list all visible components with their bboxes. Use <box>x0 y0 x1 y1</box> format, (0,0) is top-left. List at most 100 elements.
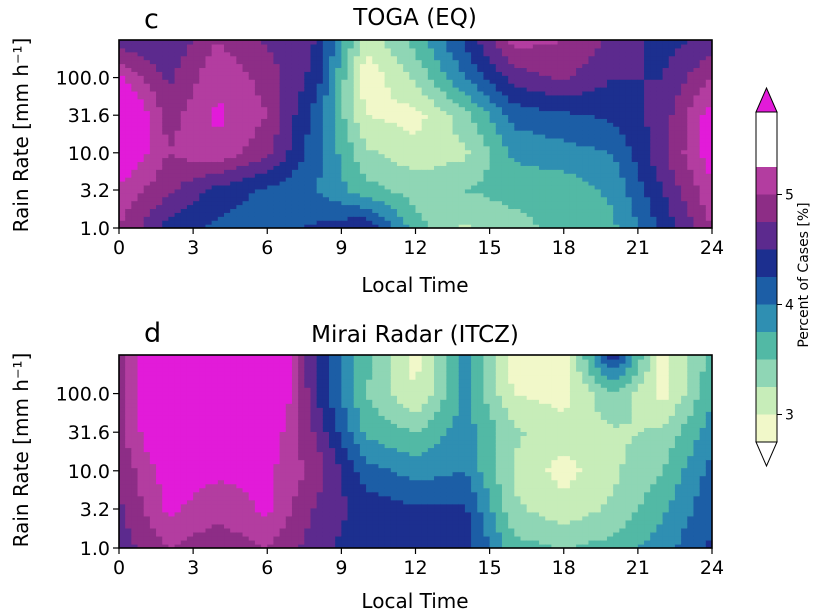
heatmap-cell <box>119 415 126 420</box>
heatmap-cell <box>316 47 324 53</box>
heatmap-cell <box>644 51 651 57</box>
heatmap-cell <box>458 130 466 135</box>
heatmap-cell <box>162 55 170 61</box>
heatmap-cell <box>613 196 620 202</box>
heatmap-cell <box>489 83 497 88</box>
heatmap-cell <box>545 200 552 206</box>
heatmap-cell <box>267 43 275 49</box>
heatmap-cell <box>631 122 639 127</box>
heatmap-cell <box>464 106 472 112</box>
heatmap-cell <box>162 94 170 100</box>
heatmap-cell <box>143 149 151 155</box>
heatmap-cell <box>557 153 565 159</box>
heatmap-cell <box>372 126 380 131</box>
heatmap-cell <box>248 98 256 104</box>
heatmap-cell <box>471 122 478 127</box>
heatmap-cell <box>656 79 664 84</box>
heatmap-cell <box>662 181 670 186</box>
heatmap-cell <box>594 149 602 155</box>
heatmap-cell <box>403 110 410 116</box>
heatmap-cell <box>557 87 565 92</box>
heatmap-cell <box>613 137 620 143</box>
heatmap-cell <box>600 118 608 123</box>
heatmap-cell <box>329 184 336 190</box>
heatmap-cell <box>631 173 639 178</box>
heatmap-cell <box>291 94 299 100</box>
heatmap-cell <box>267 71 275 76</box>
heatmap-cell <box>396 55 404 61</box>
heatmap-cell <box>588 55 596 61</box>
heatmap-cell <box>137 126 145 131</box>
heatmap-cell <box>174 181 182 186</box>
heatmap-cell <box>569 220 577 225</box>
heatmap-cell <box>193 192 200 198</box>
heatmap-cell <box>378 200 386 206</box>
heatmap-cell <box>613 216 620 221</box>
heatmap-cell <box>378 43 386 49</box>
heatmap-cell <box>403 153 410 159</box>
heatmap-cell <box>396 47 404 53</box>
heatmap-cell <box>193 177 200 182</box>
heatmap-cell <box>440 149 447 155</box>
heatmap-cell <box>606 63 614 69</box>
heatmap-cell <box>236 114 244 119</box>
heatmap-cell <box>674 110 682 116</box>
heatmap-cell <box>569 94 577 100</box>
heatmap-cell <box>224 43 231 49</box>
heatmap-cell <box>168 110 176 116</box>
heatmap-cell <box>199 165 207 170</box>
heatmap-cell <box>168 141 176 147</box>
heatmap-cell <box>298 40 305 45</box>
heatmap-cell <box>600 181 608 186</box>
heatmap-cell <box>477 145 485 151</box>
heatmap-cell <box>261 149 268 155</box>
heatmap-cell <box>409 220 417 225</box>
heatmap-cell <box>699 130 707 135</box>
heatmap-cell <box>347 200 355 206</box>
heatmap-cell <box>477 141 485 147</box>
heatmap-cell <box>193 90 200 96</box>
heatmap-cell <box>650 188 658 194</box>
heatmap-cell <box>477 181 485 186</box>
heatmap-cell <box>613 192 620 198</box>
heatmap-cell <box>526 216 534 221</box>
heatmap-cell <box>625 83 633 88</box>
heatmap-cell <box>143 355 151 360</box>
heatmap-cell <box>458 110 466 116</box>
heatmap-cell <box>390 137 398 143</box>
heatmap-cell <box>619 118 627 123</box>
heatmap-cell <box>551 40 559 45</box>
heatmap-cell <box>224 161 231 166</box>
heatmap-cell <box>131 515 139 521</box>
heatmap-cell <box>298 98 305 104</box>
heatmap-cell <box>483 181 491 186</box>
x-tick-label: 9 <box>335 237 347 259</box>
heatmap-cell <box>650 212 658 217</box>
heatmap-cell <box>137 83 145 88</box>
heatmap-cell <box>687 204 695 210</box>
heatmap-cell <box>520 141 528 147</box>
heatmap-cell <box>489 79 497 84</box>
heatmap-cell <box>637 216 645 221</box>
heatmap-cell <box>563 153 571 159</box>
heatmap-cell <box>149 87 157 92</box>
heatmap-cell <box>180 220 188 225</box>
heatmap-cell <box>359 87 367 92</box>
heatmap-cell <box>119 359 126 364</box>
heatmap-cell <box>520 55 528 61</box>
heatmap-cell <box>699 94 707 100</box>
heatmap-cell <box>427 145 435 151</box>
heatmap-cell <box>186 161 194 166</box>
heatmap-cell <box>508 75 515 80</box>
heatmap-cell <box>304 212 312 217</box>
heatmap-cell <box>162 507 170 513</box>
heatmap-cell <box>687 110 695 116</box>
heatmap-cell <box>143 539 151 545</box>
heatmap-cell <box>125 59 132 65</box>
heatmap-cell <box>613 161 620 166</box>
heatmap-cell <box>594 98 602 104</box>
heatmap-cell <box>298 169 305 174</box>
heatmap-cell <box>458 196 466 202</box>
heatmap-cell <box>434 59 441 65</box>
heatmap-cell <box>329 141 336 147</box>
